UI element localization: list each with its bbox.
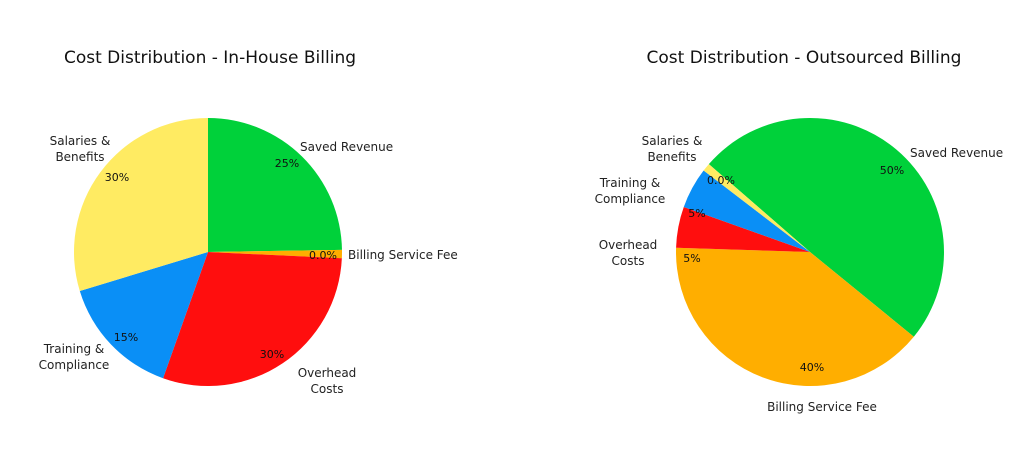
chart-title-outsourced: Cost Distribution - Outsourced Billing: [647, 48, 962, 68]
pie-slice-saved-revenue: [708, 117, 945, 337]
pie-slice-saved-revenue: [208, 118, 342, 252]
category-label-salaries-benefits: Salaries & Benefits: [50, 134, 111, 164]
category-label-billing-service-fee: Billing Service Fee: [348, 248, 458, 262]
chart-title-in-house: Cost Distribution - In-House Billing: [64, 48, 356, 68]
pie-slice-overhead-costs: [163, 252, 342, 386]
pie-slice-training-compliance: [79, 252, 209, 379]
pie-slice-training-compliance: [683, 170, 810, 252]
pct-label-billing-service-fee: 40%: [800, 361, 824, 374]
category-label-overhead-costs: Overhead Costs: [599, 238, 658, 268]
pie-slice-salaries-benefits: [703, 164, 810, 252]
pie-slice-overhead-costs: [676, 207, 810, 252]
pct-label-overhead-costs: 5%: [683, 252, 700, 265]
pct-label-salaries-benefits: 30%: [105, 171, 129, 184]
pct-label-saved-revenue: 50%: [880, 164, 904, 177]
pie-in-house: 25%Saved Revenue 0.0% Billing Service Fee 3…: [39, 118, 458, 396]
pie-slice-billing-service-fee: [676, 247, 914, 386]
category-label-training-compliance: Training & Compliance: [39, 342, 110, 372]
pie-slice-billing-service-fee: [208, 249, 342, 259]
pct-label-billing-service-fee: 0.0%: [309, 249, 337, 262]
category-label-salaries-benefits: Salaries & Benefits: [642, 134, 703, 164]
category-label-overhead-costs: Overhead Costs: [298, 366, 357, 396]
pie-outsourced: 50% Saved Revenue 40% Billing Service Fee 5%…: [595, 117, 1003, 414]
pct-label-training-compliance: 15%: [114, 331, 138, 344]
pct-label-overhead-costs: 30%: [260, 348, 284, 361]
category-label-saved-revenue: Saved Revenue: [910, 146, 1003, 160]
pct-label-training-compliance: 5%: [688, 207, 705, 220]
category-label-training-compliance: Training & Compliance: [595, 176, 666, 206]
pie-slice-salaries-benefits: [74, 118, 209, 292]
category-label-billing-service-fee: Billing Service Fee: [767, 400, 877, 414]
category-label-saved-revenue: Saved Revenue: [300, 140, 393, 154]
pct-label-salaries-benefits: 0.0%: [707, 174, 735, 187]
pct-label-saved-revenue: 25%: [275, 157, 299, 170]
